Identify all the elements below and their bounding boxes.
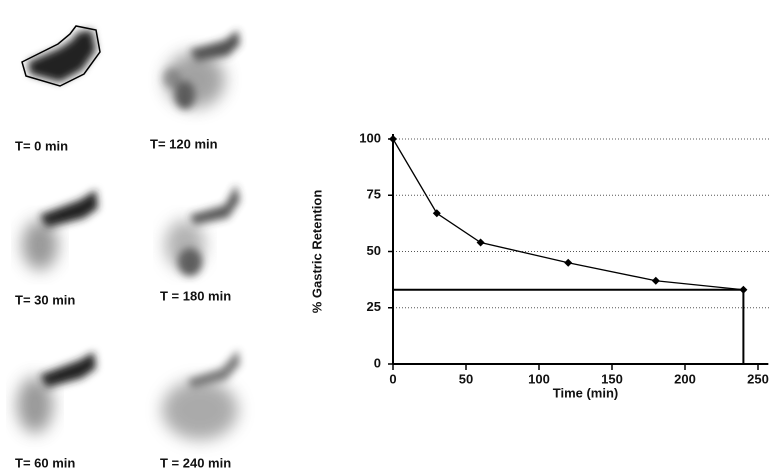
y-tick-label: 25 xyxy=(367,299,381,314)
scan-images xyxy=(17,25,240,440)
y-axis-label: % Gastric Retention xyxy=(309,190,324,314)
y-tick-label: 100 xyxy=(359,130,381,145)
data-point xyxy=(432,209,441,218)
y-tick-label: 50 xyxy=(367,243,381,258)
x-tick-label: 100 xyxy=(528,371,550,386)
image-label: T = 240 min xyxy=(160,455,231,470)
y-tick-label: 0 xyxy=(374,355,381,370)
data-point xyxy=(476,238,485,247)
data-point xyxy=(564,258,573,267)
image-label: T= 60 min xyxy=(15,455,75,470)
x-tick-label: 150 xyxy=(601,371,623,386)
y-tick-label: 75 xyxy=(367,187,381,202)
data-point xyxy=(389,135,397,143)
x-tick-label: 200 xyxy=(674,371,696,386)
image-label: T= 0 min xyxy=(15,138,68,153)
x-tick-label: 0 xyxy=(389,371,396,386)
x-tick-label: 50 xyxy=(459,371,473,386)
x-tick-label: 250 xyxy=(747,371,769,386)
image-label: T = 180 min xyxy=(160,288,231,303)
x-axis-label: Time (min) xyxy=(553,385,619,400)
data-point xyxy=(739,285,748,294)
chart: 0 25 50 75 100 0 50 100 150 200 250 Time (min) % Gas… xyxy=(309,130,770,400)
image-label: T= 120 min xyxy=(150,136,218,151)
data-point xyxy=(651,276,660,285)
image-label: T= 30 min xyxy=(15,292,75,307)
data-line xyxy=(392,138,744,291)
